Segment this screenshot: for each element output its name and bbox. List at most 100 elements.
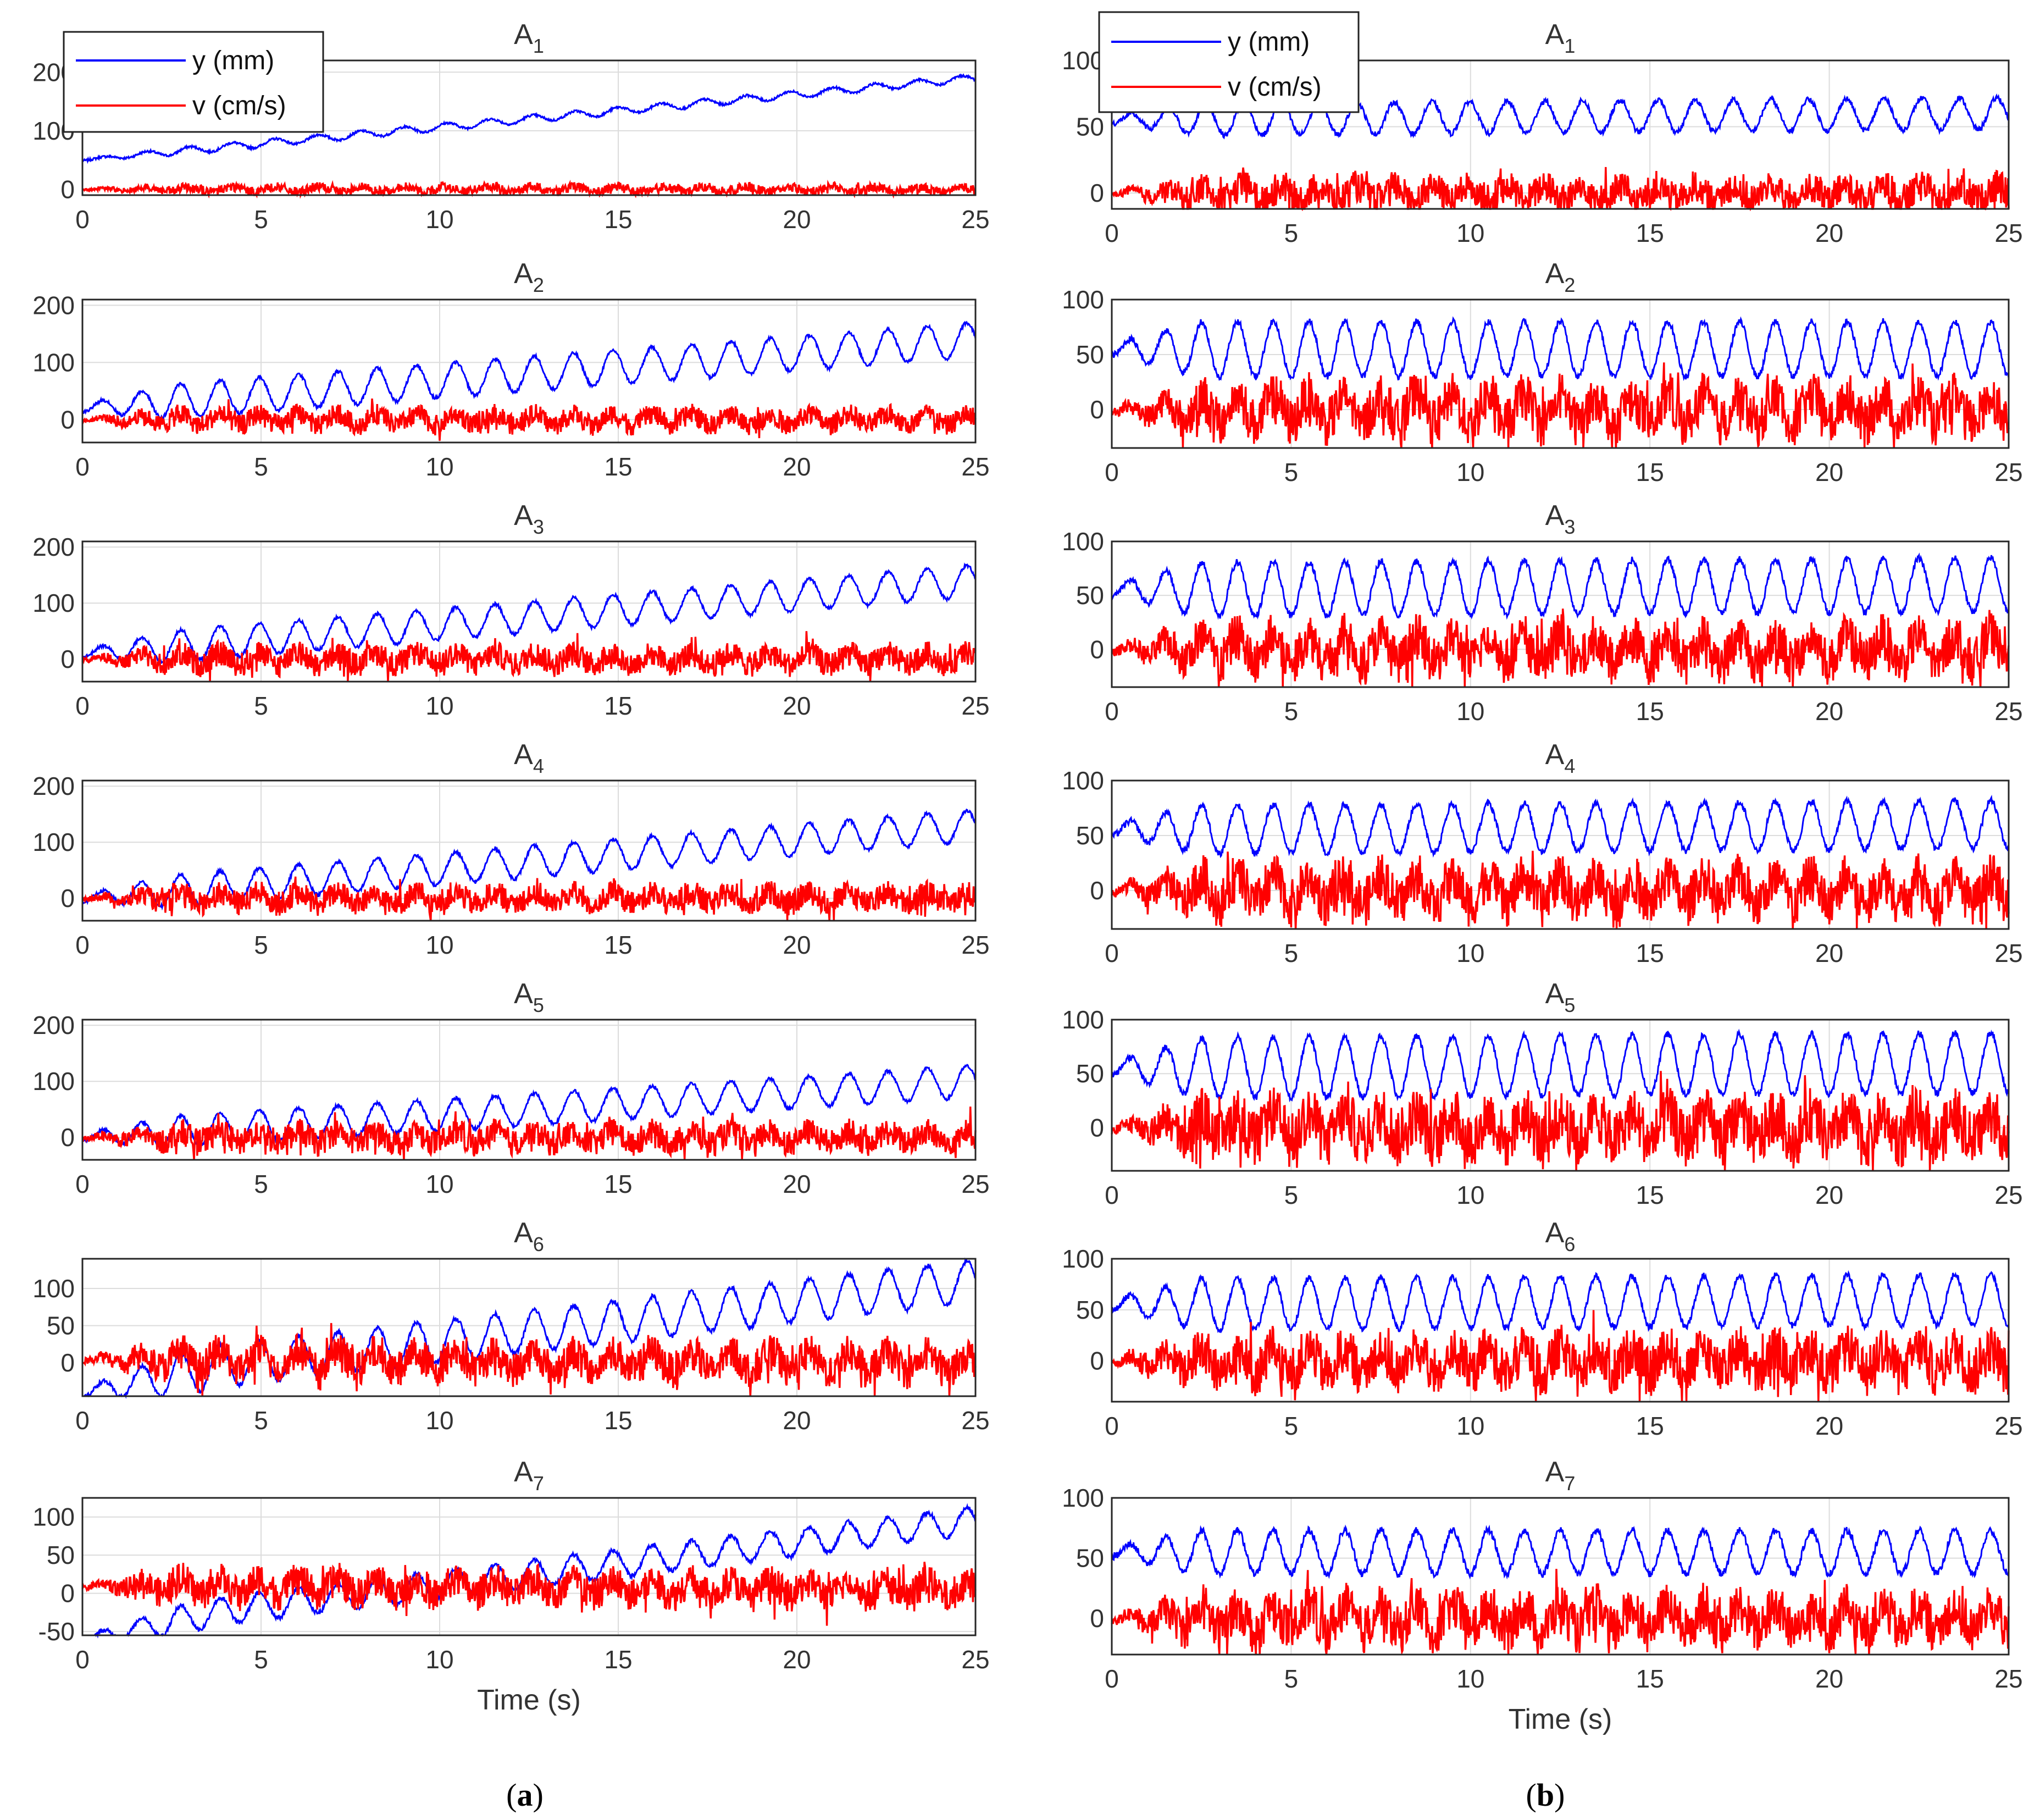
x-tick-label: 0 [75,452,90,481]
x-tick-label: 0 [1105,1412,1119,1440]
axes-frame [81,1497,977,1636]
axes-frame [1111,59,2010,210]
x-tick-label: 15 [604,1170,632,1198]
series-line-v [1111,167,2010,212]
x-tick-label: 0 [75,931,90,959]
x-axis-label: Time (s) [1509,1703,1612,1735]
x-tick-label: 10 [1456,1664,1484,1693]
x-tick-label: 25 [1994,697,2022,726]
axes-frame [81,1019,977,1161]
x-tick-label: 20 [1815,458,1843,486]
x-tick-label: 5 [254,1645,268,1674]
series-line-v [82,179,977,199]
series-line-v [1111,850,2010,930]
y-tick-label: 200 [32,291,75,319]
y-tick-label: 50 [1076,1059,1104,1088]
x-tick-label: 10 [425,1406,453,1435]
x-tick-label: 15 [604,692,632,720]
y-tick-label: 0 [1090,1347,1104,1375]
x-tick-label: 10 [1456,458,1484,486]
x-tick-label: 20 [783,452,811,481]
axes-frame [1111,1019,2010,1172]
y-tick-label: 50 [1076,1544,1104,1573]
x-tick-label: 0 [1105,1181,1119,1209]
panel-a-5: 0 5 10 15 20 25 0 100 200 A5 [32,978,989,1198]
y-tick-label: 50 [1076,821,1104,850]
y-tick-label: 100 [1062,766,1104,795]
panel-title: A5 [1545,978,1576,1016]
x-tick-label: 5 [1284,1181,1299,1209]
y-tick-label: 50 [1076,1296,1104,1324]
panel-a-2: 0 5 10 15 20 25 0 100 200 A2 [32,258,989,481]
x-tick-label: 15 [604,1406,632,1435]
panel-title-subscript: 6 [533,1233,544,1255]
y-tick-label: 0 [60,1348,75,1377]
x-tick-label: 5 [254,1406,268,1435]
x-tick-label: 0 [75,205,90,234]
y-tick-label: 100 [32,348,75,377]
series-line-y [81,320,977,421]
x-tick-label: 0 [75,692,90,720]
x-tick-label: 25 [1994,1664,2022,1693]
x-tick-label: 10 [425,205,453,234]
legend-a-y-label: y (mm) [192,46,274,75]
y-tick-label: 0 [60,175,75,203]
x-tick-label: 5 [1284,458,1299,486]
y-tick-label: 0 [1090,179,1104,207]
axes-frame [81,1258,977,1397]
panel-title-subscript: 4 [533,755,544,777]
series-line-v [1111,1071,2010,1171]
x-tick-label: 10 [1456,1181,1484,1209]
series-line-y [81,808,977,911]
caption-b-letter: b [1537,1777,1554,1813]
panel-title-subscript: 6 [1564,1233,1575,1255]
x-tick-label: 5 [254,452,268,481]
panel-title: A5 [514,978,544,1016]
x-tick-label: 10 [425,1170,453,1198]
panel-b-3: 0 5 10 15 20 25 0 50 100 A3 [1062,500,2022,726]
panel-b-2: 0 5 10 15 20 25 0 50 100 A2 [1062,258,2022,486]
x-tick-label: 20 [783,931,811,959]
x-tick-label: 20 [1815,219,1843,247]
y-tick-label: 50 [1076,581,1104,610]
caption-a-close: ) [533,1777,544,1813]
series-line-v [81,876,977,921]
panel-title-subscript: 3 [533,516,544,538]
y-tick-label: 200 [32,772,75,800]
caption-a-open: ( [506,1777,517,1813]
y-tick-label: 100 [1062,1005,1104,1034]
panel-title-subscript: 1 [1564,35,1575,57]
series-line-y [1111,794,2010,859]
x-tick-label: 0 [1105,458,1119,486]
x-tick-label: 20 [783,1645,811,1674]
panel-title-subscript: 1 [533,35,544,57]
series-line-v [81,1562,977,1626]
x-tick-label: 5 [1284,1664,1299,1693]
y-tick-label: 100 [1062,527,1104,556]
x-tick-label: 10 [1456,939,1484,967]
caption-a-letter: a [517,1777,533,1813]
x-tick-label: 0 [1105,697,1119,726]
legend-a-box [63,31,324,133]
legend-b-y-label: y (mm) [1228,27,1310,57]
x-tick-label: 15 [1636,697,1664,726]
y-tick-label: 100 [32,1067,75,1096]
x-tick-label: 20 [783,1406,811,1435]
plot-area [1112,1020,2009,1171]
panel-title: A3 [514,500,544,538]
series-line-y [1111,1028,2010,1103]
x-tick-label: 0 [1105,219,1119,247]
y-tick-label: 0 [1090,1604,1104,1633]
x-tick-label: 20 [1815,1412,1843,1440]
x-tick-label: 5 [254,1170,268,1198]
x-tick-label: 25 [961,1406,989,1435]
x-tick-label: 15 [1636,1664,1664,1693]
y-tick-label: 0 [1090,876,1104,905]
y-tick-label: 0 [60,405,75,434]
panel-title-subscript: 2 [533,274,544,296]
y-tick-label: 100 [32,828,75,856]
axes-frame [1111,540,2010,688]
panel-a-3: 0 5 10 15 20 25 0 100 200 A3 [32,500,989,720]
